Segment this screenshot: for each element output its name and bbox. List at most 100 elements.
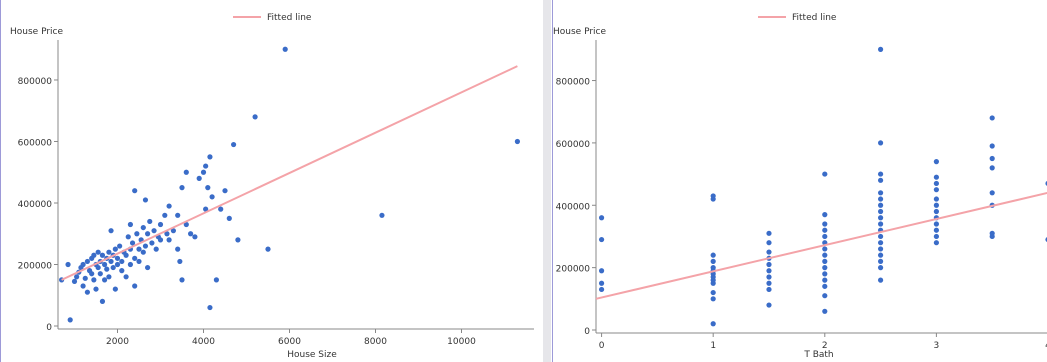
data-point xyxy=(265,246,271,252)
data-point xyxy=(119,268,125,274)
data-point xyxy=(207,154,213,160)
data-point xyxy=(766,268,772,274)
data-point xyxy=(91,252,97,258)
data-point xyxy=(99,298,106,304)
x-tick-label: 6000 xyxy=(278,337,301,347)
y-axis-label: House Price xyxy=(10,27,63,37)
y-tick-label: 800000 xyxy=(556,78,591,88)
data-point xyxy=(877,46,884,52)
data-point xyxy=(766,286,772,293)
data-point xyxy=(598,286,605,293)
data-point xyxy=(205,185,211,191)
data-point xyxy=(175,212,181,218)
data-point xyxy=(989,190,995,196)
legend-label-fitted-line: Fitted line xyxy=(792,13,837,23)
data-point xyxy=(989,233,995,240)
x-axis-label: House Size xyxy=(287,350,337,360)
data-point xyxy=(162,212,168,218)
data-point xyxy=(123,252,129,258)
data-point xyxy=(710,258,716,264)
data-point xyxy=(91,277,97,283)
data-point xyxy=(822,246,828,252)
y-axis-label: House Price xyxy=(553,27,606,37)
data-point xyxy=(112,286,118,292)
y-tick-label: 0 xyxy=(584,327,590,337)
data-point xyxy=(108,228,114,234)
data-point xyxy=(213,277,219,283)
data-point xyxy=(235,237,241,243)
data-point xyxy=(84,258,90,265)
data-point xyxy=(933,180,939,187)
data-point xyxy=(97,271,103,277)
scatter-chart-house-size: 0 200000 400000 600000 800000 2000 4000 6000 800… xyxy=(10,13,534,360)
fitted-line xyxy=(61,65,518,281)
data-point xyxy=(80,283,86,289)
data-point xyxy=(183,169,189,175)
data-point xyxy=(117,243,123,249)
right-panel-edge xyxy=(552,0,553,362)
data-point xyxy=(933,240,939,246)
data-point xyxy=(877,190,884,196)
data-point xyxy=(989,115,995,121)
data-point xyxy=(132,188,138,194)
data-point xyxy=(710,296,716,302)
data-point xyxy=(933,233,939,240)
data-point xyxy=(147,218,153,225)
data-point xyxy=(877,202,884,208)
data-point xyxy=(252,114,258,120)
data-point xyxy=(822,277,828,283)
data-point xyxy=(822,221,828,227)
x-tick-label: 2 xyxy=(822,341,828,351)
data-point xyxy=(106,274,112,280)
data-point xyxy=(179,185,185,191)
data-point xyxy=(164,231,170,237)
data-point xyxy=(166,203,172,209)
data-point xyxy=(71,278,78,285)
data-point xyxy=(89,271,95,277)
data-point xyxy=(822,293,828,299)
data-point xyxy=(140,224,146,231)
data-point xyxy=(188,231,194,237)
data-point xyxy=(65,261,71,268)
data-point xyxy=(877,221,884,227)
data-point xyxy=(877,265,884,271)
data-point xyxy=(822,308,828,314)
data-point xyxy=(822,258,828,264)
data-point xyxy=(153,246,159,252)
data-point xyxy=(514,138,521,145)
data-point xyxy=(766,249,772,255)
scatter-panel-house-size: 0 200000 400000 600000 800000 2000 4000 6000 800… xyxy=(10,13,534,360)
data-point xyxy=(110,264,116,271)
data-point xyxy=(822,227,828,233)
x-tick-label: 10000 xyxy=(447,337,476,347)
data-point xyxy=(99,252,106,258)
data-point xyxy=(145,264,151,271)
data-point xyxy=(142,197,149,203)
data-point xyxy=(877,277,884,283)
data-point xyxy=(822,171,828,177)
data-point xyxy=(95,249,101,255)
data-point xyxy=(933,174,939,180)
legend-label-fitted-line: Fitted line xyxy=(267,13,312,23)
data-point xyxy=(166,237,172,243)
data-point xyxy=(989,143,995,149)
data-point xyxy=(766,274,772,280)
panel-divider xyxy=(543,0,551,362)
data-point xyxy=(598,236,605,243)
y-tick-label: 200000 xyxy=(556,265,591,275)
data-point xyxy=(102,277,108,283)
data-point xyxy=(710,196,716,202)
data-point xyxy=(203,163,209,169)
data-point xyxy=(149,240,155,246)
data-point xyxy=(710,252,716,258)
data-point xyxy=(179,277,185,283)
data-point xyxy=(104,266,110,272)
y-tick-label: 600000 xyxy=(18,138,53,148)
data-point xyxy=(106,249,112,255)
data-point xyxy=(175,246,181,252)
data-point xyxy=(933,196,939,202)
data-point xyxy=(129,240,136,246)
y-tick-label: 0 xyxy=(46,323,52,333)
data-point xyxy=(877,196,884,202)
data-point xyxy=(822,212,828,218)
